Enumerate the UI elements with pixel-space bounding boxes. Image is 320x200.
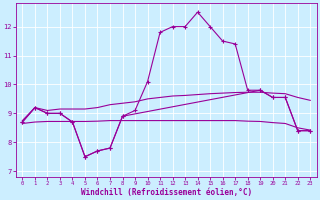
X-axis label: Windchill (Refroidissement éolien,°C): Windchill (Refroidissement éolien,°C) xyxy=(81,188,252,197)
